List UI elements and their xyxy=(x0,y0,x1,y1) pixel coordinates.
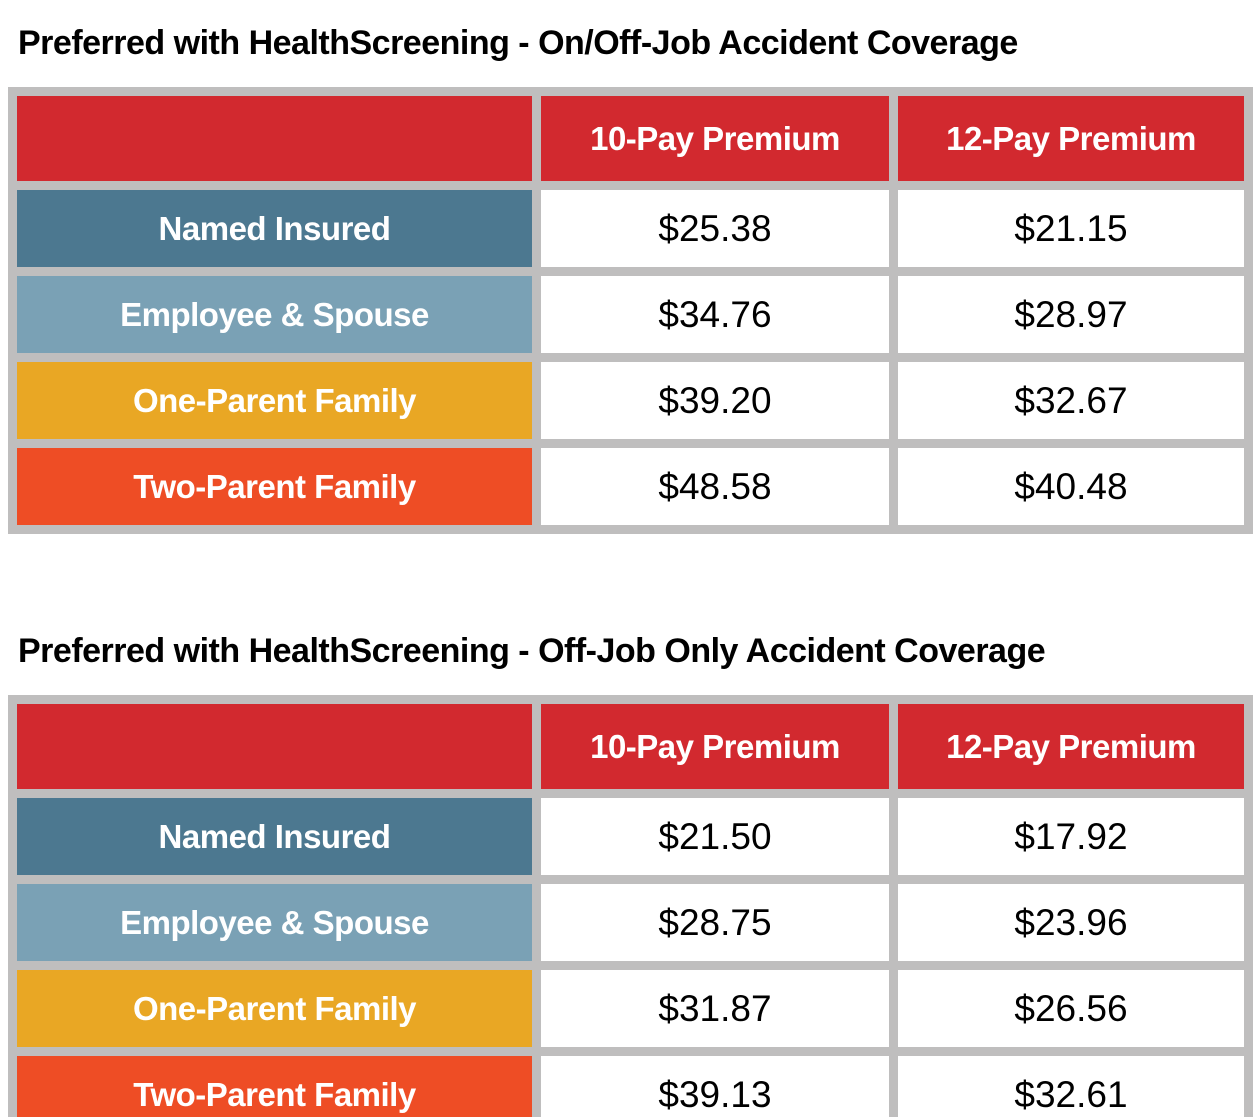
column-header-12-pay: 12-Pay Premium xyxy=(898,704,1244,789)
table-title-off-job-only: Preferred with HealthScreening - Off-Job… xyxy=(18,632,1046,670)
premium-value-cell: $39.20 xyxy=(541,362,889,439)
row-label-cell: Named Insured xyxy=(17,798,532,875)
row-label-cell: One-Parent Family xyxy=(17,970,532,1047)
table-row-named-insured: Named Insured $21.50 $17.92 xyxy=(17,798,1244,875)
on-off-job-rate-table: 10-Pay Premium 12-Pay Premium Named Insu… xyxy=(8,87,1253,534)
header-row: 10-Pay Premium 12-Pay Premium xyxy=(17,704,1244,789)
row-label-cell: Two-Parent Family xyxy=(17,1056,532,1117)
table-title-on-off-job: Preferred with HealthScreening - On/Off-… xyxy=(18,24,1018,62)
header-row: 10-Pay Premium 12-Pay Premium xyxy=(17,96,1244,181)
off-job-only-rate-table: 10-Pay Premium 12-Pay Premium Named Insu… xyxy=(8,695,1253,1117)
row-label-cell: One-Parent Family xyxy=(17,362,532,439)
table-row-one-parent-family: One-Parent Family $31.87 $26.56 xyxy=(17,970,1244,1047)
row-label-cell: Employee & Spouse xyxy=(17,884,532,961)
table-row-two-parent-family: Two-Parent Family $48.58 $40.48 xyxy=(17,448,1244,525)
column-header-10-pay: 10-Pay Premium xyxy=(541,96,889,181)
premium-value-cell: $40.48 xyxy=(898,448,1244,525)
premium-value-cell: $31.87 xyxy=(541,970,889,1047)
premium-value-cell: $48.58 xyxy=(541,448,889,525)
premium-value-cell: $17.92 xyxy=(898,798,1244,875)
premium-value-cell: $26.56 xyxy=(898,970,1244,1047)
column-header-12-pay: 12-Pay Premium xyxy=(898,96,1244,181)
premium-value-cell: $23.96 xyxy=(898,884,1244,961)
premium-value-cell: $25.38 xyxy=(541,190,889,267)
premium-value-cell: $28.75 xyxy=(541,884,889,961)
on-off-job-section: Preferred with HealthScreening - On/Off-… xyxy=(8,0,1259,534)
off-job-only-section: Preferred with HealthScreening - Off-Job… xyxy=(8,534,1259,1117)
premium-value-cell: $21.15 xyxy=(898,190,1244,267)
table-row-employee-spouse: Employee & Spouse $34.76 $28.97 xyxy=(17,276,1244,353)
premium-value-cell: $28.97 xyxy=(898,276,1244,353)
premium-value-cell: $39.13 xyxy=(541,1056,889,1117)
table-row-two-parent-family: Two-Parent Family $39.13 $32.61 xyxy=(17,1056,1244,1117)
table-row-named-insured: Named Insured $25.38 $21.15 xyxy=(17,190,1244,267)
premium-value-cell: $32.61 xyxy=(898,1056,1244,1117)
column-header-10-pay: 10-Pay Premium xyxy=(541,704,889,789)
corner-cell xyxy=(17,96,532,181)
row-label-cell: Named Insured xyxy=(17,190,532,267)
premium-value-cell: $34.76 xyxy=(541,276,889,353)
table-row-employee-spouse: Employee & Spouse $28.75 $23.96 xyxy=(17,884,1244,961)
row-label-cell: Two-Parent Family xyxy=(17,448,532,525)
table-row-one-parent-family: One-Parent Family $39.20 $32.67 xyxy=(17,362,1244,439)
premium-value-cell: $32.67 xyxy=(898,362,1244,439)
premium-value-cell: $21.50 xyxy=(541,798,889,875)
corner-cell xyxy=(17,704,532,789)
row-label-cell: Employee & Spouse xyxy=(17,276,532,353)
